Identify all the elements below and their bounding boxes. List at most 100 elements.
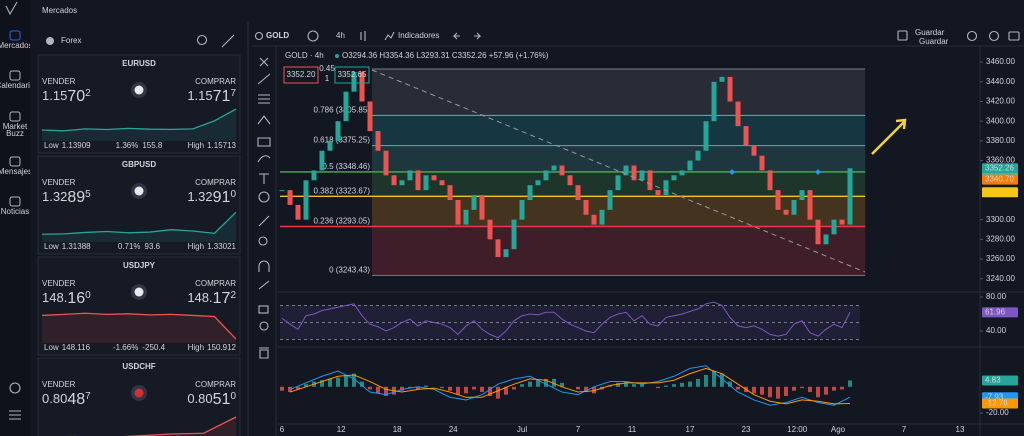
tool-fib[interactable] <box>258 94 270 104</box>
low-label: Low <box>44 242 59 251</box>
candle <box>335 121 341 141</box>
nav-label[interactable]: Calendario <box>0 81 35 90</box>
buy-price[interactable]: 1.32910 <box>187 189 236 207</box>
macd-histogram <box>720 373 724 387</box>
candle <box>391 175 397 186</box>
high: High 1.15713 <box>188 141 237 150</box>
buy-box[interactable] <box>334 66 370 84</box>
chart-type-icon[interactable] <box>360 31 366 41</box>
candle <box>463 209 469 225</box>
candle <box>663 180 669 196</box>
redo-icon[interactable] <box>474 32 482 40</box>
nav-label[interactable]: Noticias <box>1 207 29 216</box>
fib-band <box>372 196 866 227</box>
indicators-icon[interactable] <box>384 31 395 41</box>
tool-line[interactable] <box>257 73 271 85</box>
candle <box>351 71 357 92</box>
sell-price[interactable]: 148.160 <box>42 290 91 308</box>
buy-price-part: 91 <box>213 189 231 206</box>
buy-price[interactable]: 1.15717 <box>187 88 236 106</box>
tool-brush[interactable] <box>257 155 271 163</box>
candle <box>375 131 381 151</box>
tool-emoji[interactable] <box>258 191 270 203</box>
nav-label[interactable]: Mercados <box>0 41 33 50</box>
macd-histogram <box>608 385 612 387</box>
undo-icon[interactable] <box>452 32 460 40</box>
tool-cross[interactable] <box>259 57 269 67</box>
tool-pattern[interactable] <box>257 115 271 125</box>
logo <box>5 1 18 16</box>
x-tick-label: 17 <box>686 425 695 434</box>
y-tick-label: 3300.00 <box>986 215 1015 224</box>
fib-label: 0.786 (3405.85) <box>314 106 371 115</box>
y-tick-label: 3280.00 <box>986 234 1015 243</box>
tool-measure[interactable] <box>257 137 271 147</box>
tool-lock[interactable] <box>258 305 269 314</box>
layout-icon[interactable] <box>897 30 908 41</box>
macd-histogram <box>800 386 804 389</box>
group-name[interactable]: Forex <box>61 36 81 45</box>
candle <box>727 76 733 102</box>
candle <box>455 199 461 225</box>
buy-price-part: 71 <box>213 88 231 105</box>
legend-ohlc: O3294.36 H3354.36 L3293.31 C3352.26 +57.… <box>342 51 549 60</box>
compare-icon[interactable] <box>307 30 319 42</box>
instrument-card[interactable] <box>37 155 241 255</box>
macd-histogram <box>632 384 636 387</box>
settings-icon[interactable] <box>9 410 21 420</box>
macd-histogram <box>424 385 428 387</box>
sell-price[interactable]: 0.80487 <box>42 391 91 409</box>
macd-histogram <box>464 386 468 394</box>
sparkline <box>41 108 237 132</box>
candle <box>287 190 293 205</box>
macd-histogram <box>512 386 516 390</box>
y-tick-label: 3380.00 <box>986 136 1015 145</box>
nav-label[interactable]: Buzz <box>6 129 24 138</box>
tool-lock-draw[interactable] <box>258 280 270 290</box>
instrument-card[interactable] <box>37 54 241 154</box>
tool-text[interactable] <box>259 173 269 184</box>
quantity[interactable]: 1 <box>325 74 330 83</box>
toolbar-symbol[interactable]: GOLD <box>266 31 289 40</box>
nav-label[interactable]: Market <box>3 122 28 131</box>
macd-histogram <box>760 386 764 395</box>
buy-price[interactable]: 3352.65 <box>338 70 367 79</box>
save-button[interactable]: Guardar <box>915 28 945 37</box>
tool-ruler[interactable] <box>258 215 270 227</box>
buy-price[interactable]: 0.80510 <box>187 391 236 409</box>
y-tick-label: 3400.00 <box>986 116 1015 125</box>
macd-histogram <box>696 378 700 387</box>
search-icon[interactable] <box>196 34 208 46</box>
buy-price-part: 51 <box>213 391 231 408</box>
toolbar-indicators[interactable]: Indicadores <box>398 31 439 40</box>
sell-price[interactable]: 3352.20 <box>287 70 316 79</box>
settings-chart-icon[interactable] <box>988 30 1000 42</box>
buy-label: COMPRAR <box>195 380 236 389</box>
theme-icon[interactable] <box>9 382 21 394</box>
candle <box>415 170 421 191</box>
x-tick-label: 6 <box>280 425 285 434</box>
tool-magnet[interactable] <box>258 260 270 272</box>
buy-price[interactable]: 148.172 <box>187 290 236 308</box>
edit-icon[interactable] <box>221 34 235 48</box>
sell-price[interactable]: 1.32895 <box>42 189 91 207</box>
symbol-search[interactable] <box>254 31 264 41</box>
sell-price[interactable]: 1.15702 <box>42 88 91 106</box>
candle <box>279 190 285 192</box>
candle <box>479 195 485 220</box>
nav-label[interactable]: Mensajes <box>0 167 32 176</box>
price-badge-label: -12.76 <box>985 399 1008 408</box>
fib-label: 0.618 (3375.25) <box>314 136 371 145</box>
candle <box>831 219 837 235</box>
alert-icon[interactable] <box>966 30 978 42</box>
price-badge <box>982 163 1018 174</box>
candle <box>407 170 413 181</box>
sell-box[interactable] <box>283 66 319 84</box>
tool-zoom[interactable] <box>258 236 268 246</box>
instrument-card[interactable] <box>37 256 241 356</box>
tool-delete[interactable] <box>259 347 269 359</box>
toolbar-interval[interactable]: 4h <box>336 31 345 40</box>
screenshot-icon[interactable] <box>1008 31 1020 41</box>
macd-histogram <box>456 386 460 395</box>
tool-eye[interactable] <box>259 321 269 331</box>
